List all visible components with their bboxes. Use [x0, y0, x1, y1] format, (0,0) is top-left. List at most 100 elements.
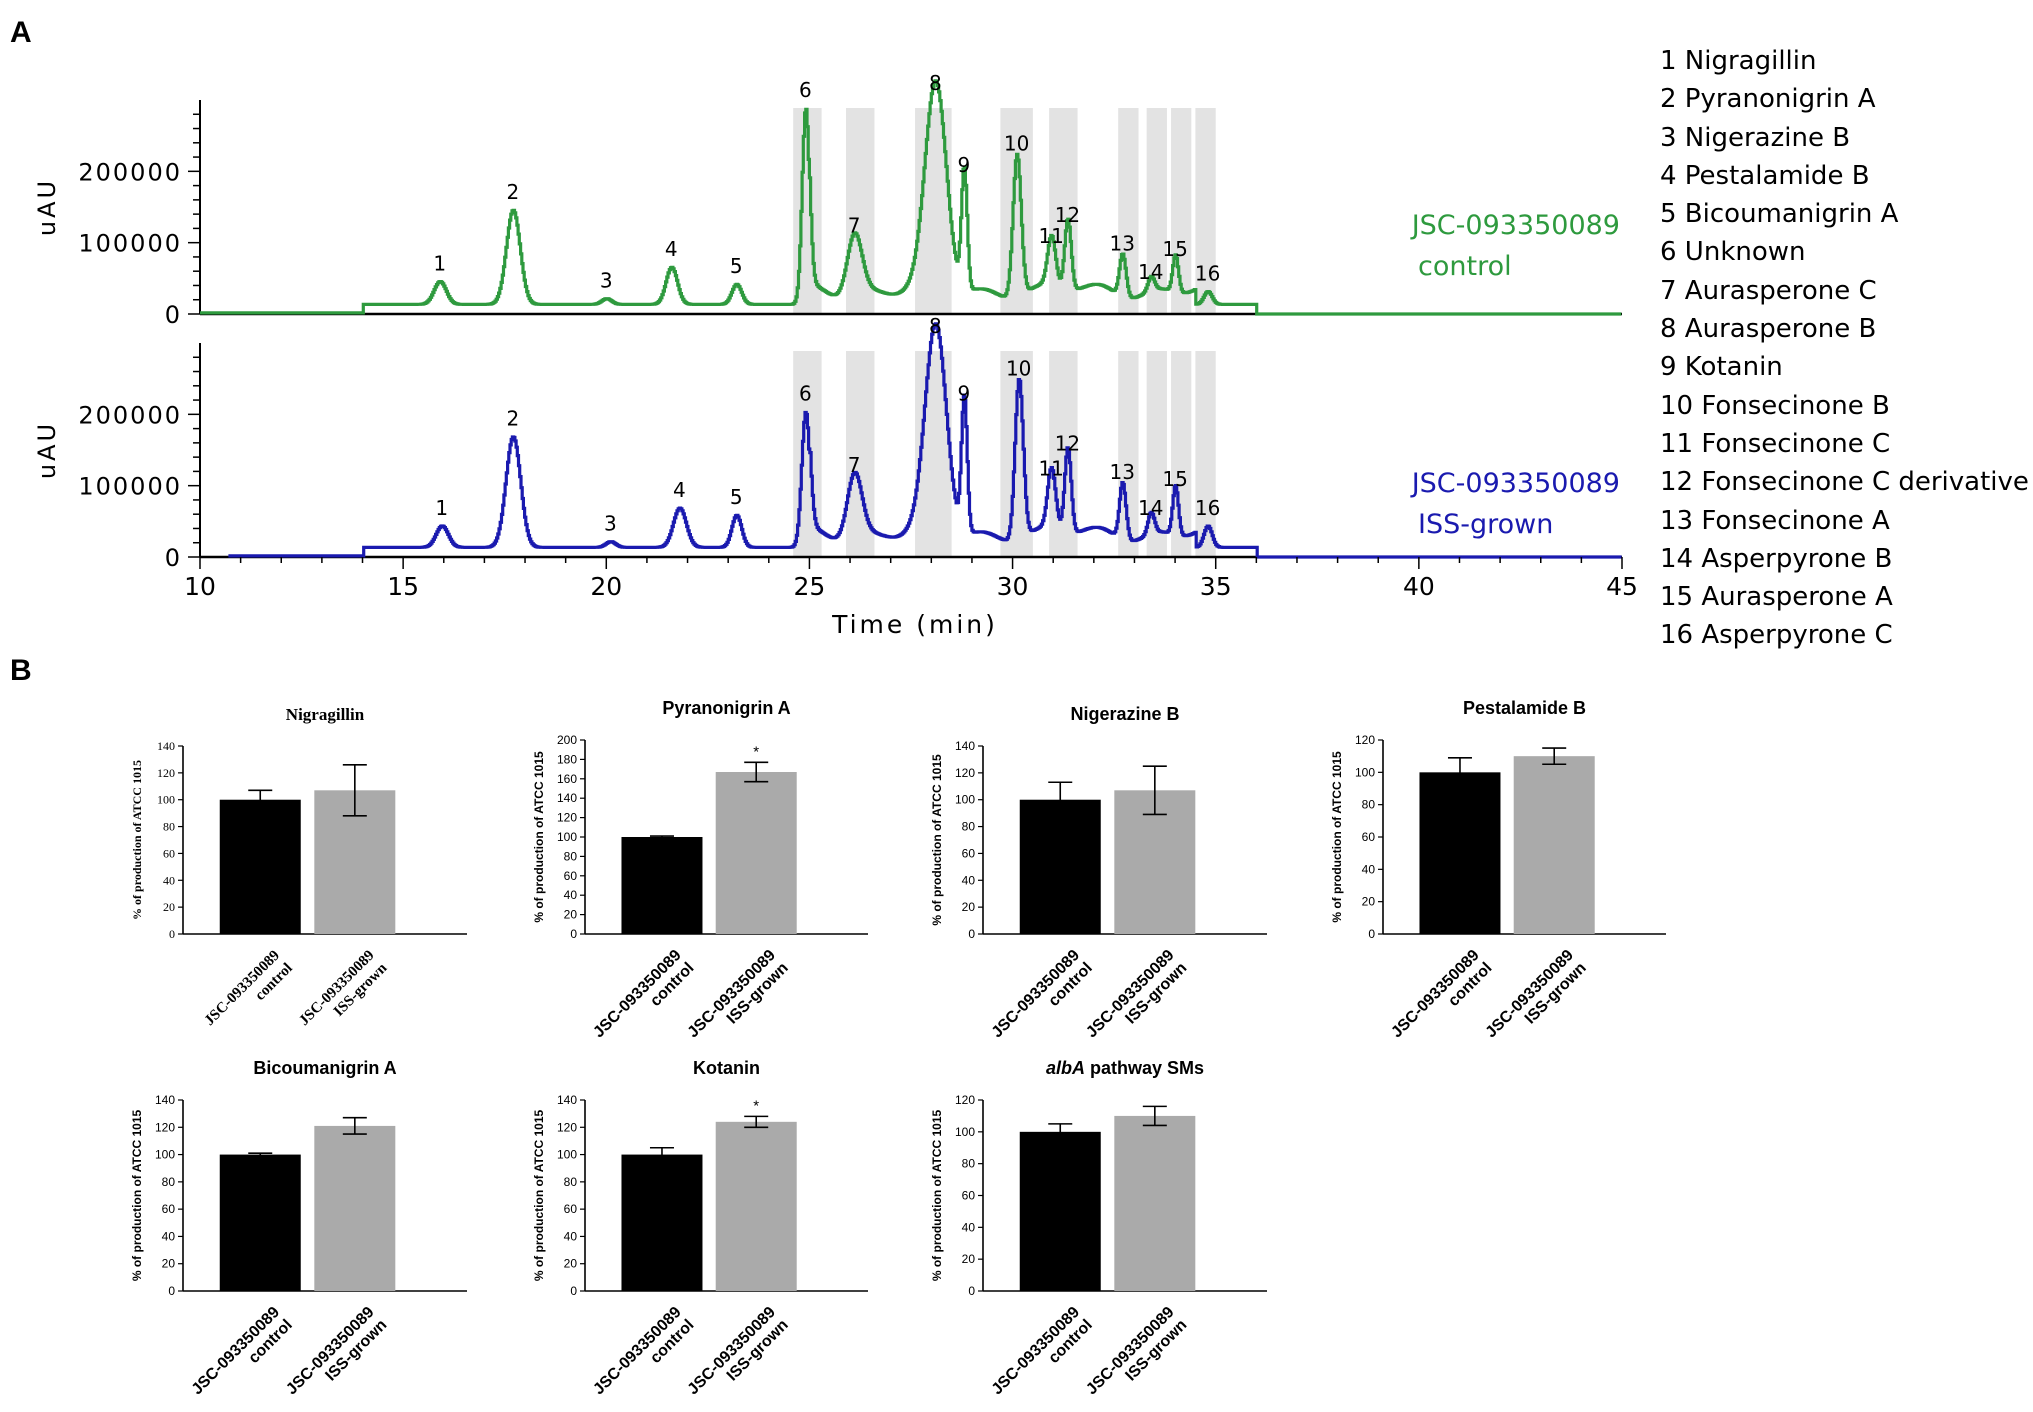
legend-entry: 1 Nigragillin [1660, 46, 1817, 76]
bar-chart-6: Kotanin 0 20 40 60 80 100 120 140 % of production… [532, 1058, 868, 1411]
bar-chart-5: Bicoumanigrin A 0 20 40 60 80 100 120 140 % of pr… [130, 1058, 467, 1411]
y-tick-label: 120 [955, 1093, 975, 1107]
peak-label: 16 [1195, 261, 1220, 285]
chart-title-text: pathway SMs [1085, 1058, 1204, 1078]
x-axis-label: Time (min) [831, 610, 998, 639]
y-tick-label: 0 [165, 301, 182, 329]
series-name: JSC-093350089 [1410, 210, 1620, 241]
legend-entry: 9 Kotanin [1660, 352, 1783, 383]
legend-entry: 4 Pestalamide B [1660, 160, 1870, 191]
bar [1419, 772, 1501, 934]
peak-label: 8 [929, 314, 942, 338]
shaded-band [1146, 108, 1167, 314]
peak-label: 5 [730, 254, 743, 278]
y-tick-label: 80 [962, 820, 976, 834]
y-tick-label: 40 [564, 888, 578, 902]
y-tick-label: 0 [169, 927, 175, 941]
bar [314, 1125, 396, 1291]
y-tick-label: 100 [557, 830, 577, 844]
peak-label: 16 [1195, 496, 1220, 520]
chart-title-italic: albA [1046, 1058, 1085, 1078]
peak-label: 10 [1006, 357, 1031, 381]
legend-entry: 14 Asperpyrone B [1660, 543, 1893, 574]
chart-title-text: Kotanin [693, 1058, 760, 1078]
significance-marker: * [753, 1097, 759, 1114]
y-axis-label: % of production of ATCC 1015 [1330, 751, 1344, 923]
y-tick-label: 100 [557, 1148, 577, 1162]
category-label: JSC-093350089ISS-grown [1083, 947, 1190, 1054]
category-label: JSC-093350089control [590, 1304, 697, 1411]
y-tick-label: 80 [962, 1157, 976, 1171]
y-tick-label: 100 [157, 793, 175, 807]
y-tick-label: 40 [962, 1220, 976, 1234]
peak-label: 14 [1138, 260, 1163, 284]
bar-chart-4: Pestalamide B 0 20 40 60 80 100 120 % of product… [1330, 698, 1666, 1054]
bar [621, 837, 703, 934]
y-axis-label: uAU [33, 421, 61, 479]
y-tick-label: 20 [564, 1257, 578, 1271]
y-tick-label: 40 [564, 1229, 578, 1243]
y-axis-label: uAU [33, 178, 61, 236]
category-label: JSC-093350089ISS-grown [1083, 1304, 1190, 1411]
x-tick-label: 40 [1403, 572, 1435, 601]
peak-label: 14 [1138, 496, 1163, 520]
peak-label: 6 [799, 382, 812, 406]
bar [715, 1121, 797, 1291]
y-axis-label: % of production of ATCC 1015 [930, 1110, 944, 1282]
chart-title: albA pathway SMs [1046, 1058, 1204, 1078]
y-tick-label: 80 [162, 1175, 176, 1189]
x-tick-label: 35 [1200, 572, 1232, 601]
legend-entry: 8 Aurasperone B [1660, 314, 1877, 345]
y-tick-label: 100 [1355, 765, 1375, 779]
y-tick-label: 20 [962, 1252, 976, 1266]
shaded-band [1118, 351, 1139, 557]
y-tick-label: 40 [962, 873, 976, 887]
y-tick-label: 120 [157, 766, 175, 780]
category-label: JSC-093350089control [989, 947, 1096, 1054]
bar [219, 1154, 301, 1291]
y-tick-label: 160 [557, 772, 577, 786]
y-tick-label: 180 [557, 752, 577, 766]
bar-chart-2: Pyranonigrin A 0 20 40 60 80 100 120 140 160 180 20… [532, 698, 868, 1041]
category-label: JSC-093350089ISS-grown [685, 1304, 792, 1411]
y-tick-label: 20 [564, 908, 578, 922]
significance-marker: * [753, 743, 759, 760]
y-tick-label: 120 [955, 766, 975, 780]
peak-label: 13 [1110, 231, 1135, 255]
y-tick-label: 80 [163, 820, 175, 834]
legend-entry: 15 Aurasperone A [1660, 582, 1893, 613]
y-axis-label: % of production of ATCC 1015 [130, 1110, 144, 1282]
chart-title: Bicoumanigrin A [253, 1058, 396, 1078]
y-tick-label: 200000 [78, 401, 182, 429]
chart-title-text: Pestalamide B [1463, 698, 1586, 718]
y-tick-label: 20 [162, 1257, 176, 1271]
bar [1513, 756, 1595, 934]
legend-entry: 16 Asperpyrone C [1660, 620, 1893, 651]
chart-title-text: Bicoumanigrin A [253, 1058, 396, 1078]
legend-entry: 10 Fonsecinone B [1660, 390, 1890, 421]
y-tick-label: 100000 [78, 473, 182, 501]
peak-label: 11 [1038, 457, 1063, 481]
chromatogram-panel: 0100000200000uAU12345678910111213141516J… [33, 71, 1638, 639]
y-axis-label: % of production of ATCC 1015 [130, 760, 144, 920]
bar-chart-panel: Nigragillin 0 20 40 60 80 100 120 140 % of produc… [130, 698, 1666, 1411]
category-label: JSC-093350089ISS-grown [1483, 947, 1590, 1054]
y-tick-label: 0 [570, 1284, 577, 1298]
peak-label: 11 [1038, 224, 1063, 248]
bar [1019, 1131, 1101, 1291]
y-tick-label: 60 [1362, 830, 1376, 844]
bar-chart-7: albA pathway SMs 0 20 40 60 80 100 120 % of prod… [930, 1058, 1267, 1411]
bar [621, 1154, 703, 1291]
peak-label: 12 [1055, 203, 1080, 227]
y-tick-label: 0 [168, 1284, 175, 1298]
category-label: JSC-093350089control [189, 1304, 296, 1411]
peak-label: 9 [957, 382, 970, 406]
y-tick-label: 60 [163, 846, 175, 860]
signal-trace [228, 322, 1622, 559]
panel-b-label: B [10, 654, 32, 687]
peak-label: 5 [730, 485, 743, 509]
y-tick-label: 60 [962, 846, 976, 860]
peak-label: 7 [848, 453, 861, 477]
y-tick-label: 140 [557, 791, 577, 805]
